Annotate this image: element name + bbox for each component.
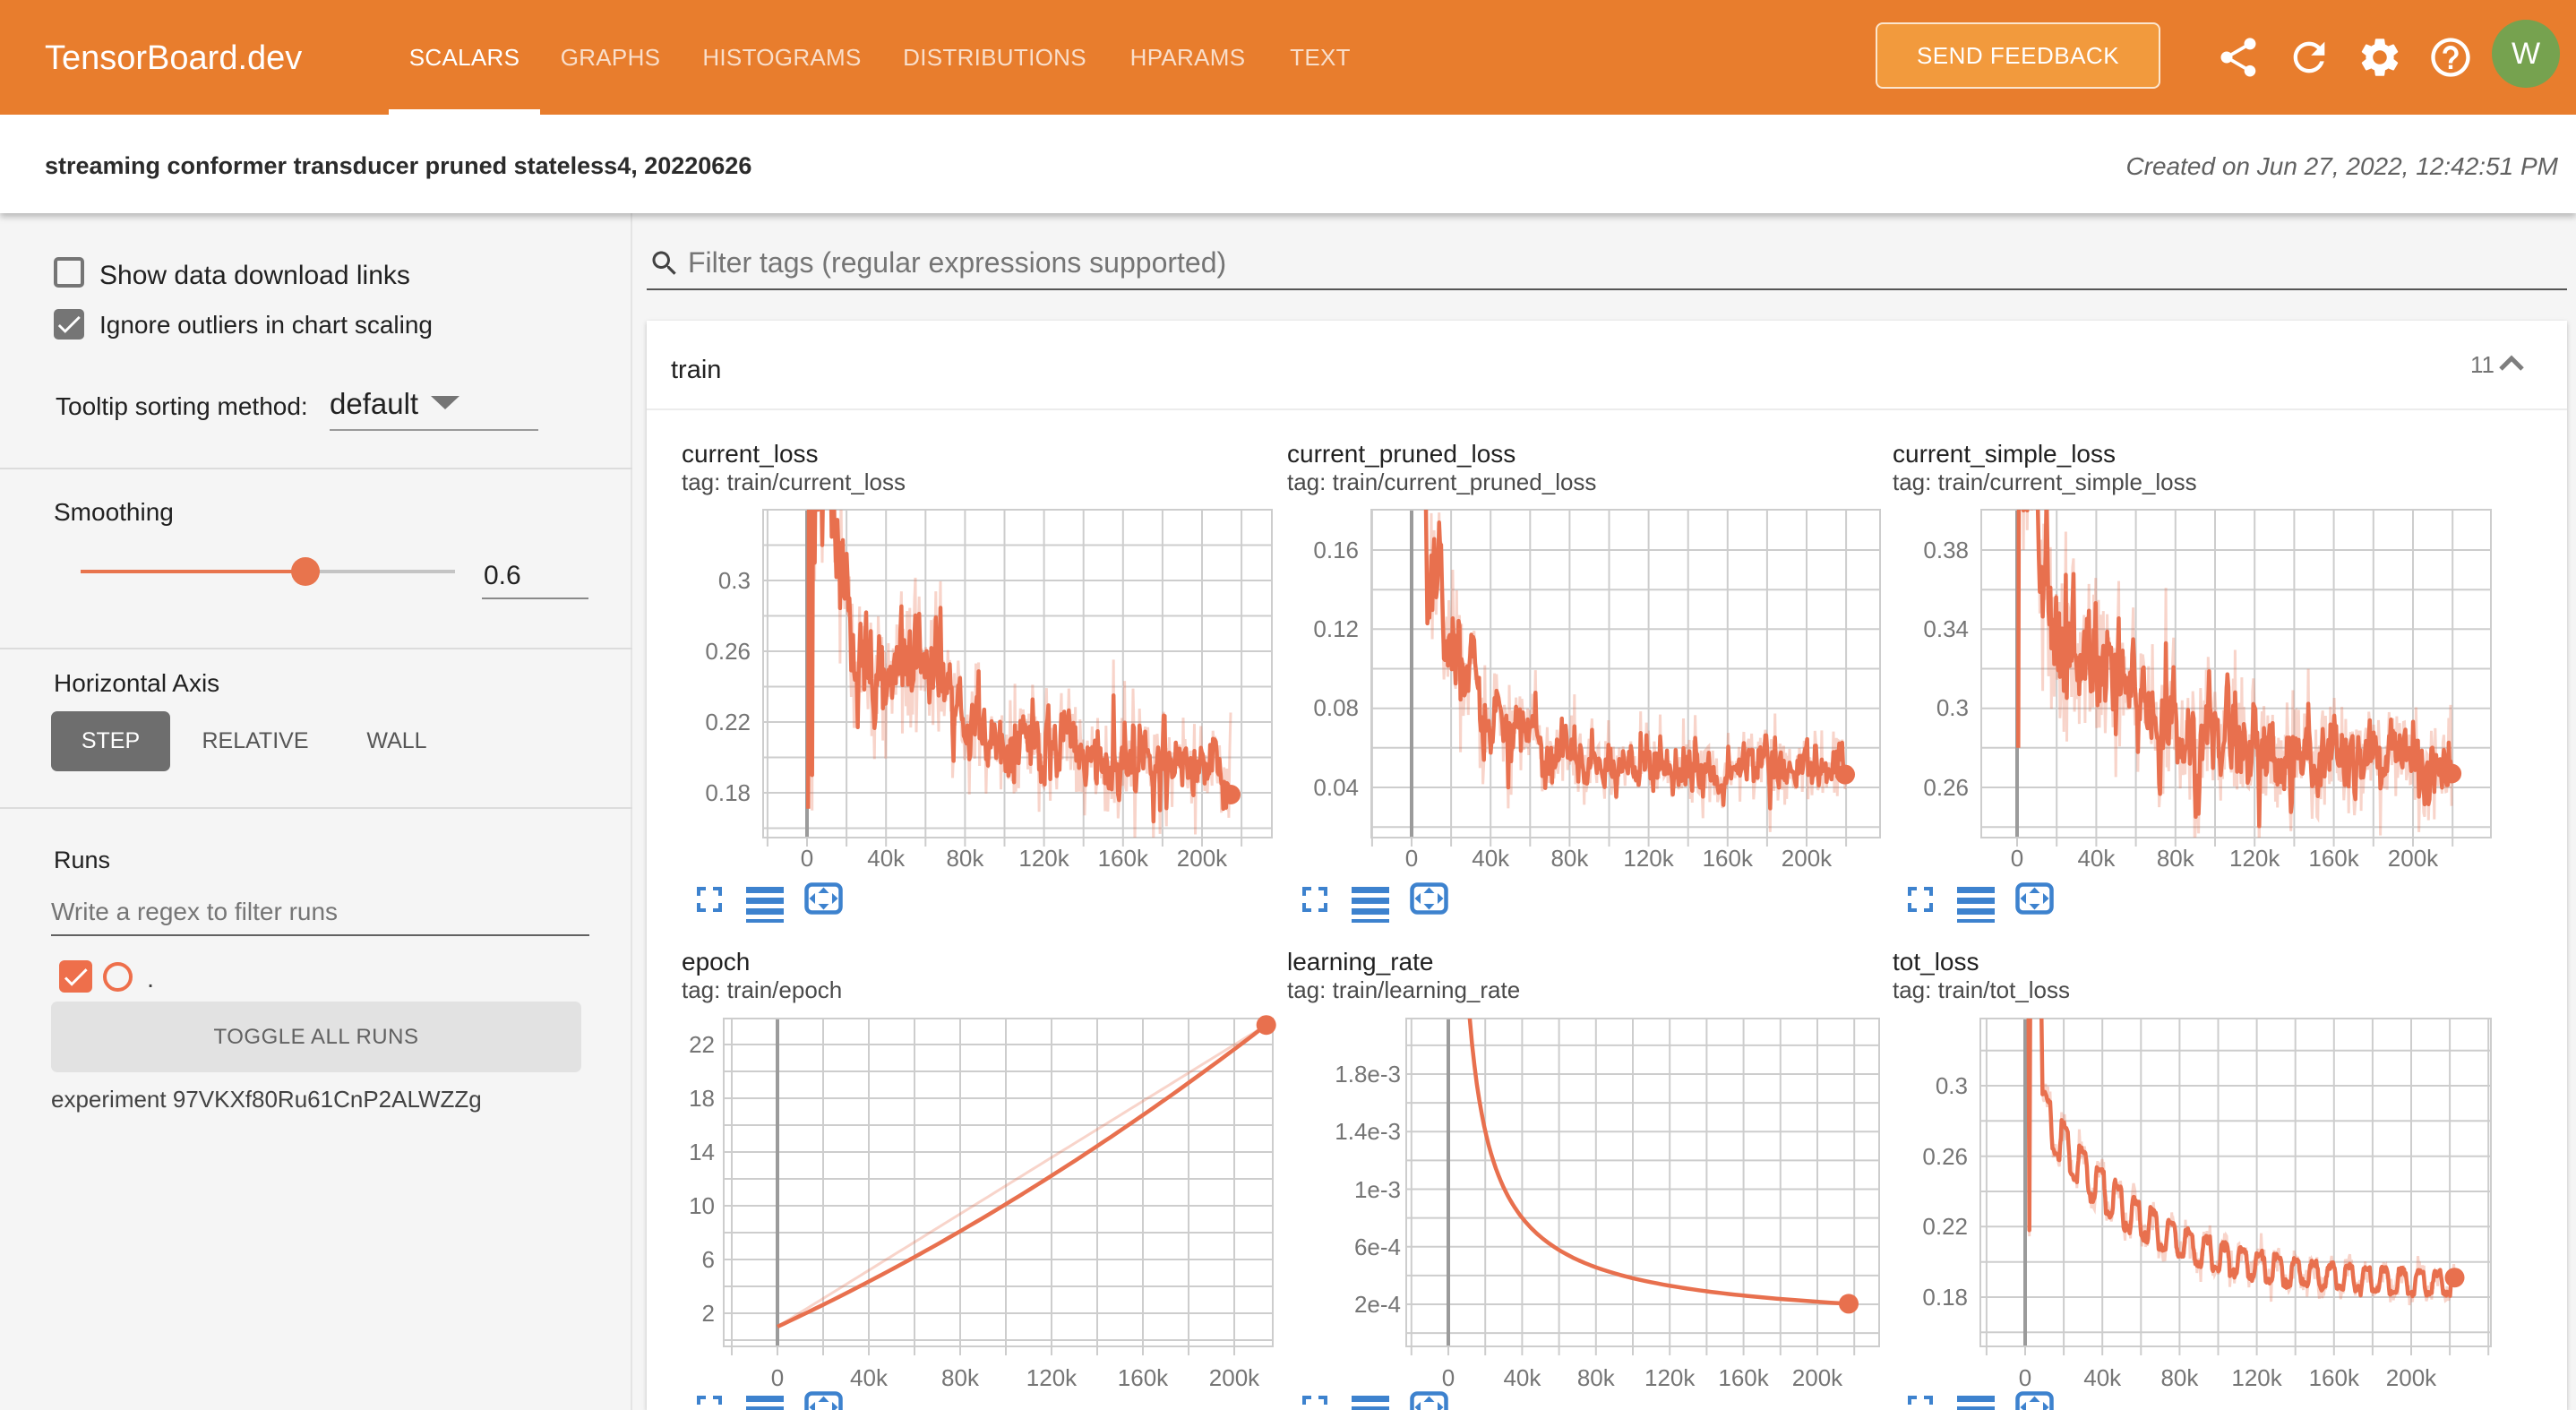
svg-text:0: 0 [801,845,813,872]
svg-text:0: 0 [1442,1364,1455,1391]
svg-text:0.3: 0.3 [1936,1072,1968,1099]
svg-text:18: 18 [689,1085,715,1112]
svg-text:200k: 200k [1209,1364,1260,1391]
svg-text:tag: train/tot_loss: tag: train/tot_loss [1893,976,2070,1003]
svg-text:40k: 40k [2083,1364,2122,1391]
svg-text:40k: 40k [1472,845,1510,872]
svg-text:120k: 120k [1018,845,1069,872]
svg-text:80k: 80k [1577,1364,1616,1391]
svg-text:0.26: 0.26 [705,638,751,665]
svg-text:200k: 200k [1177,845,1228,872]
svg-text:6e-4: 6e-4 [1354,1234,1401,1260]
svg-text:0: 0 [2011,845,2023,872]
svg-text:160k: 160k [1703,845,1754,872]
svg-text:0.18: 0.18 [705,779,751,806]
svg-text:tag: train/current_loss: tag: train/current_loss [682,469,906,495]
svg-text:6: 6 [702,1246,715,1273]
svg-text:current_simple_loss: current_simple_loss [1893,440,2116,468]
svg-text:200k: 200k [2388,845,2439,872]
svg-text:120k: 120k [1623,845,1674,872]
svg-text:0.22: 0.22 [1922,1213,1968,1240]
svg-text:160k: 160k [2309,1364,2360,1391]
svg-text:10: 10 [689,1192,715,1219]
svg-text:tag: train/learning_rate: tag: train/learning_rate [1287,976,1520,1003]
svg-text:tag: train/current_pruned_loss: tag: train/current_pruned_loss [1287,469,1596,495]
svg-text:1e-3: 1e-3 [1354,1176,1401,1203]
svg-text:current_pruned_loss: current_pruned_loss [1287,440,1516,468]
svg-text:0.18: 0.18 [1922,1284,1968,1311]
svg-text:40k: 40k [1503,1364,1541,1391]
svg-text:200k: 200k [1782,845,1833,872]
svg-text:0: 0 [771,1364,784,1391]
svg-text:current_loss: current_loss [682,440,819,468]
svg-text:0.04: 0.04 [1313,774,1359,801]
svg-text:0.26: 0.26 [1923,774,1969,801]
svg-text:160k: 160k [1098,845,1149,872]
svg-text:160k: 160k [1718,1364,1769,1391]
svg-text:80k: 80k [941,1364,980,1391]
svg-text:14: 14 [689,1139,715,1165]
svg-text:120k: 120k [1644,1364,1696,1391]
svg-text:0: 0 [1405,845,1418,872]
svg-text:80k: 80k [2160,1364,2199,1391]
svg-text:160k: 160k [2308,845,2359,872]
svg-text:epoch: epoch [682,948,750,976]
svg-text:1.4e-3: 1.4e-3 [1335,1118,1401,1145]
svg-text:160k: 160k [1118,1364,1169,1391]
svg-text:0.3: 0.3 [1936,694,1969,721]
svg-text:80k: 80k [2157,845,2195,872]
svg-text:0.26: 0.26 [1922,1143,1968,1170]
svg-text:2: 2 [702,1300,715,1327]
svg-text:22: 22 [689,1031,715,1058]
svg-text:40k: 40k [867,845,906,872]
svg-text:tag: train/current_simple_loss: tag: train/current_simple_loss [1893,469,2197,495]
svg-text:80k: 80k [946,845,984,872]
svg-text:0.16: 0.16 [1313,537,1359,563]
svg-text:200k: 200k [1792,1364,1843,1391]
svg-text:120k: 120k [2229,845,2280,872]
svg-text:0.08: 0.08 [1313,694,1359,721]
svg-text:200k: 200k [2386,1364,2437,1391]
svg-text:40k: 40k [2077,845,2116,872]
svg-text:0: 0 [2019,1364,2031,1391]
svg-text:1.8e-3: 1.8e-3 [1335,1061,1401,1088]
svg-text:120k: 120k [2231,1364,2282,1391]
svg-text:0.3: 0.3 [718,567,751,594]
svg-text:40k: 40k [850,1364,889,1391]
svg-text:0.38: 0.38 [1923,537,1969,563]
svg-text:2e-4: 2e-4 [1354,1291,1401,1318]
svg-text:0.22: 0.22 [705,709,751,735]
svg-text:0.34: 0.34 [1923,615,1969,642]
svg-text:80k: 80k [1550,845,1589,872]
svg-text:learning_rate: learning_rate [1287,948,1433,976]
svg-text:tot_loss: tot_loss [1893,948,1979,976]
svg-text:0.12: 0.12 [1313,615,1359,642]
svg-text:120k: 120k [1026,1364,1078,1391]
svg-text:tag: train/epoch: tag: train/epoch [682,976,842,1003]
